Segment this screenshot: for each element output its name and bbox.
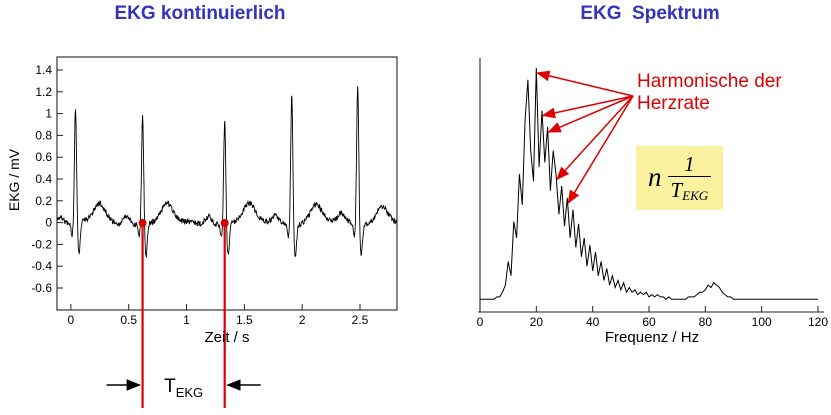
y-tick-label: 0.2: [35, 194, 52, 208]
y-tick-label: 1.2: [35, 85, 52, 99]
formula-factor: n: [648, 162, 662, 193]
x-tick-label: 120: [808, 315, 828, 329]
x-tick-label: 40: [586, 315, 600, 329]
beat-marker-dot: [220, 219, 229, 227]
left-plot-frame: [56, 56, 398, 311]
formula-denominator-sub: EKG: [682, 188, 709, 204]
x-tick-label: 0: [68, 313, 75, 327]
left-chart-title: EKG kontinuierlich: [114, 3, 286, 24]
x-tick-label: 60: [642, 315, 656, 329]
x-tick-label: 2.5: [352, 313, 369, 327]
left-x-axis-label: Zeit / s: [204, 329, 250, 346]
y-tick-label: 1.4: [35, 63, 52, 77]
formula-numerator: 1: [684, 152, 695, 176]
t-ekg-label: TEKG: [164, 376, 203, 400]
y-tick-label: 0.6: [35, 150, 52, 164]
formula-box: n 1 TEKG: [636, 146, 724, 210]
x-tick-label: 20: [530, 315, 544, 329]
right-x-axis-label: Frequenz / Hz: [604, 329, 700, 346]
formula-fraction: 1 TEKG: [667, 152, 712, 204]
harmonic-arrow: [541, 95, 634, 119]
ekg-waveform: [56, 86, 397, 258]
y-tick-label: 1: [45, 107, 52, 121]
y-tick-label: -0.6: [31, 281, 52, 295]
right-chart-title: EKG Spektrum: [580, 3, 720, 24]
x-tick-label: 1: [183, 313, 190, 327]
x-tick-label: 0.5: [120, 313, 137, 327]
x-tick-label: 100: [752, 315, 772, 329]
harmonics-annotation-line2: Herzrate: [637, 93, 710, 114]
harmonics-annotation-line1: Harmonische der: [637, 71, 782, 92]
harmonic-arrow: [556, 95, 634, 181]
y-tick-label: -0.2: [31, 237, 52, 251]
y-tick-label: 0: [45, 216, 52, 230]
spectrum-curve: [480, 67, 818, 300]
harmonics-annotation: Harmonische der Herzrate: [637, 71, 782, 115]
x-tick-label: 0: [477, 315, 484, 329]
formula-denominator: TEKG: [667, 176, 712, 204]
harmonic-arrow: [536, 70, 634, 97]
x-tick-label: 2: [299, 313, 306, 327]
left-y-axis-label: EKG / mV: [6, 148, 22, 212]
harmonic-arrow: [567, 95, 634, 204]
formula-denominator-base: T: [670, 178, 683, 203]
y-tick-label: -0.4: [31, 259, 52, 273]
harmonic-arrow: [547, 95, 634, 133]
x-tick-label: 1.5: [236, 313, 253, 327]
beat-marker-dot: [138, 219, 147, 227]
y-tick-label: 0.4: [35, 172, 52, 186]
x-tick-label: 80: [699, 315, 713, 329]
y-tick-label: 0.8: [35, 128, 52, 142]
